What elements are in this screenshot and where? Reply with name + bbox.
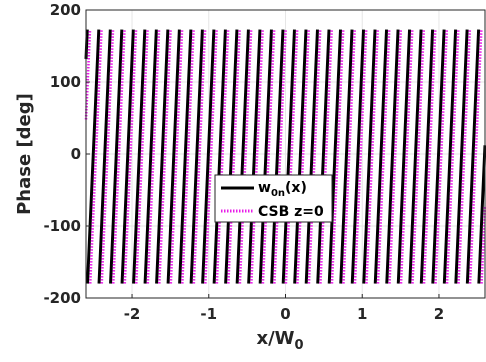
x-axis-label-sub: 0 xyxy=(295,338,304,353)
x-axis-label-main: x/W xyxy=(256,328,294,349)
legend-label-w0n: w0n(x) xyxy=(258,180,307,199)
x-tick-label: 1 xyxy=(357,305,367,323)
series-layer xyxy=(84,29,486,284)
legend-box xyxy=(214,174,333,223)
x-axis-ticks: -2 -1 0 1 2 xyxy=(124,294,444,323)
x-tick-label: 0 xyxy=(280,305,290,323)
x-tick-label: 2 xyxy=(434,305,444,323)
x-axis-label: x/W0 xyxy=(256,328,303,353)
x-tick-label: -2 xyxy=(124,305,141,323)
x-tick-label: -1 xyxy=(200,305,217,323)
series-w0n-line xyxy=(84,29,486,284)
series-csb-line xyxy=(84,29,486,284)
y-tick-label: 0 xyxy=(71,145,81,163)
legend: w0n(x) CSB z=0 xyxy=(214,174,333,223)
y-tick-label: 100 xyxy=(50,73,81,91)
y-tick-label: 200 xyxy=(50,1,81,19)
legend-label-csb: CSB z=0 xyxy=(258,204,324,220)
y-tick-label: -100 xyxy=(43,217,81,235)
y-tick-label: -200 xyxy=(43,289,81,307)
y-axis-ticks: -200 -100 0 100 200 xyxy=(43,1,90,307)
y-axis-label: Phase [deg] xyxy=(14,93,35,215)
